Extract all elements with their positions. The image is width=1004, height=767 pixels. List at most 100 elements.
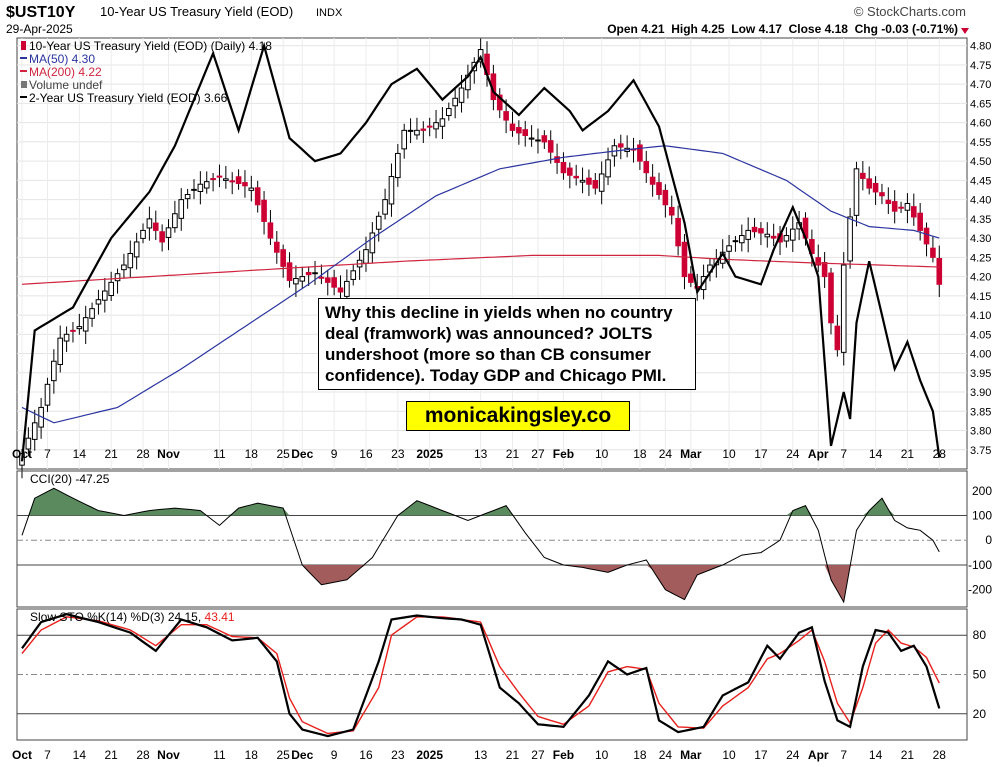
x-tick-label: 27 (531, 447, 545, 461)
candle (789, 216, 796, 252)
candle-body (770, 235, 777, 239)
candle (573, 164, 579, 186)
x-tick-label: 24 (786, 748, 800, 762)
candle-body (248, 187, 255, 191)
candle-body (197, 183, 204, 192)
candle (210, 172, 216, 192)
site-label: monicakingsley.co (406, 401, 630, 431)
candle-body (324, 277, 331, 283)
candle-body (605, 159, 611, 178)
legend: 10-Year US Treasury Yield (EOD) (Daily) … (20, 39, 272, 105)
x-tick-label: 14 (869, 447, 883, 461)
y-tick-label: 80 (973, 628, 987, 642)
candle (879, 183, 885, 205)
candle-body (853, 168, 860, 216)
x-tick-label: Feb (553, 748, 574, 762)
candle (197, 171, 204, 205)
candle (267, 209, 274, 246)
candle-body (732, 240, 739, 243)
candle (445, 102, 452, 121)
candle (305, 266, 312, 286)
candle (178, 188, 185, 231)
x-tick-label: 9 (331, 748, 338, 762)
x-tick-label: 27 (531, 748, 545, 762)
chart-symbol: $UST10Y (6, 4, 76, 21)
candle-body (847, 216, 853, 262)
x-tick-label: 7 (44, 447, 51, 461)
candle (496, 88, 503, 119)
candle-body (809, 239, 815, 255)
candle-body (637, 144, 643, 162)
candle-body (496, 94, 503, 111)
candle (439, 107, 446, 140)
x-tick-label: Mar (680, 447, 702, 461)
candle (51, 349, 57, 394)
candle-body (503, 111, 509, 121)
candle-body (274, 241, 280, 253)
candle (866, 166, 873, 195)
candle (127, 240, 134, 278)
x-tick-label: 25 (276, 748, 290, 762)
sto-d-line (21, 616, 940, 735)
candle-body (235, 176, 242, 184)
candle (318, 264, 325, 285)
candle (891, 190, 898, 224)
candle (261, 191, 267, 235)
annotation-box: Why this decline in yields when no count… (318, 298, 696, 390)
candle-body (146, 218, 153, 229)
sto-k-line (21, 613, 941, 738)
candle-body (528, 137, 535, 140)
candle (503, 99, 509, 134)
candle-body (203, 181, 210, 189)
x-tick-label: 28 (136, 748, 150, 762)
candle-body (509, 123, 516, 131)
x-tick-label: 7 (44, 748, 51, 762)
candle-body (433, 122, 439, 130)
candle-body (879, 192, 885, 197)
y-tick-label: -100 (968, 558, 992, 572)
candle (184, 188, 191, 209)
candle (662, 184, 669, 218)
x-tick-label: 16 (359, 748, 373, 762)
candle (688, 266, 694, 288)
candle-body (51, 360, 57, 382)
candle (235, 169, 242, 190)
candle-body (395, 152, 401, 179)
candle-body (25, 437, 32, 450)
candle (38, 397, 44, 439)
x-tick-label: Apr (808, 447, 829, 461)
candle-body (656, 182, 662, 195)
candle-body (140, 229, 146, 239)
candle-body (102, 290, 108, 301)
candle-body (44, 383, 51, 406)
candle (547, 130, 554, 164)
y-tick-label: 4.35 (970, 214, 991, 226)
candle (452, 88, 458, 119)
candle-body (745, 229, 751, 240)
x-tick-label: 21 (105, 447, 119, 461)
y-tick-label: 4.75 (970, 60, 991, 72)
candle (44, 377, 51, 412)
candle (426, 117, 433, 137)
candle (76, 313, 83, 335)
candle-body (305, 271, 312, 276)
cci-line (21, 487, 940, 604)
y-tick-label: 200 (972, 484, 992, 498)
candle-body (401, 129, 407, 150)
candle-body (95, 299, 102, 305)
x-tick-label: 24 (659, 748, 673, 762)
x-tick-label: 21 (105, 748, 119, 762)
candle (172, 200, 178, 233)
x-tick-label: 7 (840, 447, 847, 461)
x-tick-label: Nov (157, 748, 180, 762)
candle (853, 161, 860, 227)
candle-body (267, 222, 274, 239)
candle-body (573, 175, 579, 179)
y-tick-label: 4.05 (970, 329, 991, 341)
chart-exchange: INDX (316, 7, 343, 19)
x-tick-label: 11 (213, 447, 226, 461)
candle-body (165, 227, 172, 238)
candle (668, 195, 675, 225)
x-tick-label: 28 (933, 748, 947, 762)
candle (936, 245, 943, 298)
